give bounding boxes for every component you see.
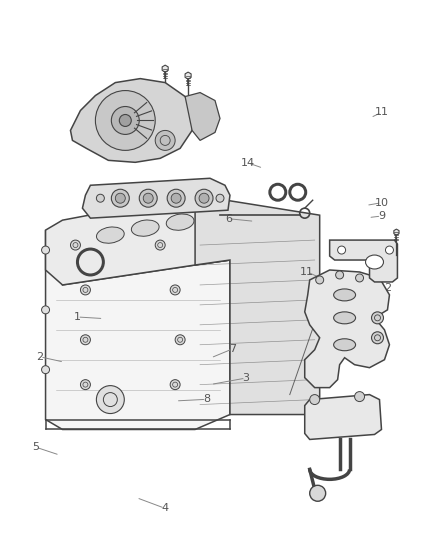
Circle shape bbox=[139, 189, 157, 207]
Circle shape bbox=[171, 193, 181, 203]
Text: 8: 8 bbox=[202, 394, 209, 405]
Circle shape bbox=[155, 131, 175, 150]
Circle shape bbox=[115, 193, 125, 203]
Circle shape bbox=[355, 274, 363, 282]
Ellipse shape bbox=[333, 312, 355, 324]
Circle shape bbox=[167, 189, 185, 207]
Circle shape bbox=[111, 107, 139, 134]
Circle shape bbox=[96, 194, 104, 202]
Text: 5: 5 bbox=[32, 442, 39, 452]
Ellipse shape bbox=[96, 227, 124, 243]
Circle shape bbox=[215, 194, 223, 202]
Circle shape bbox=[194, 189, 212, 207]
Circle shape bbox=[42, 246, 49, 254]
Text: 6: 6 bbox=[224, 214, 231, 224]
Circle shape bbox=[95, 91, 155, 150]
Text: 4: 4 bbox=[161, 503, 168, 513]
Text: 11: 11 bbox=[299, 267, 313, 277]
Circle shape bbox=[80, 285, 90, 295]
Circle shape bbox=[354, 392, 364, 401]
Circle shape bbox=[309, 486, 325, 501]
Ellipse shape bbox=[333, 339, 355, 351]
Polygon shape bbox=[82, 178, 230, 218]
Text: 10: 10 bbox=[374, 198, 388, 208]
Circle shape bbox=[143, 193, 153, 203]
Circle shape bbox=[119, 115, 131, 126]
Polygon shape bbox=[46, 230, 230, 430]
Circle shape bbox=[71, 240, 80, 250]
Circle shape bbox=[170, 285, 180, 295]
Circle shape bbox=[80, 335, 90, 345]
Circle shape bbox=[111, 189, 129, 207]
Circle shape bbox=[155, 240, 165, 250]
Text: 1: 1 bbox=[74, 312, 81, 322]
Circle shape bbox=[175, 335, 185, 345]
Ellipse shape bbox=[131, 220, 159, 236]
Ellipse shape bbox=[333, 289, 355, 301]
Polygon shape bbox=[304, 270, 389, 387]
Circle shape bbox=[42, 306, 49, 314]
Text: 7: 7 bbox=[229, 344, 236, 354]
Circle shape bbox=[315, 276, 323, 284]
Text: 14: 14 bbox=[240, 158, 254, 168]
Circle shape bbox=[42, 366, 49, 374]
Circle shape bbox=[309, 394, 319, 405]
Circle shape bbox=[198, 193, 208, 203]
Polygon shape bbox=[194, 195, 319, 415]
Circle shape bbox=[385, 246, 392, 254]
Text: 11: 11 bbox=[374, 108, 388, 117]
Polygon shape bbox=[304, 394, 381, 439]
Polygon shape bbox=[71, 78, 194, 163]
Text: 2: 2 bbox=[36, 352, 43, 362]
Circle shape bbox=[371, 332, 383, 344]
Ellipse shape bbox=[365, 255, 383, 269]
Text: 12: 12 bbox=[378, 282, 392, 293]
Text: 3: 3 bbox=[242, 373, 249, 383]
Circle shape bbox=[337, 246, 345, 254]
Circle shape bbox=[335, 271, 343, 279]
Polygon shape bbox=[185, 93, 219, 140]
Ellipse shape bbox=[166, 214, 194, 230]
Circle shape bbox=[170, 379, 180, 390]
Circle shape bbox=[371, 312, 383, 324]
Circle shape bbox=[96, 385, 124, 414]
Polygon shape bbox=[329, 240, 396, 282]
Circle shape bbox=[80, 379, 90, 390]
Text: 9: 9 bbox=[377, 211, 384, 221]
Polygon shape bbox=[46, 195, 230, 285]
